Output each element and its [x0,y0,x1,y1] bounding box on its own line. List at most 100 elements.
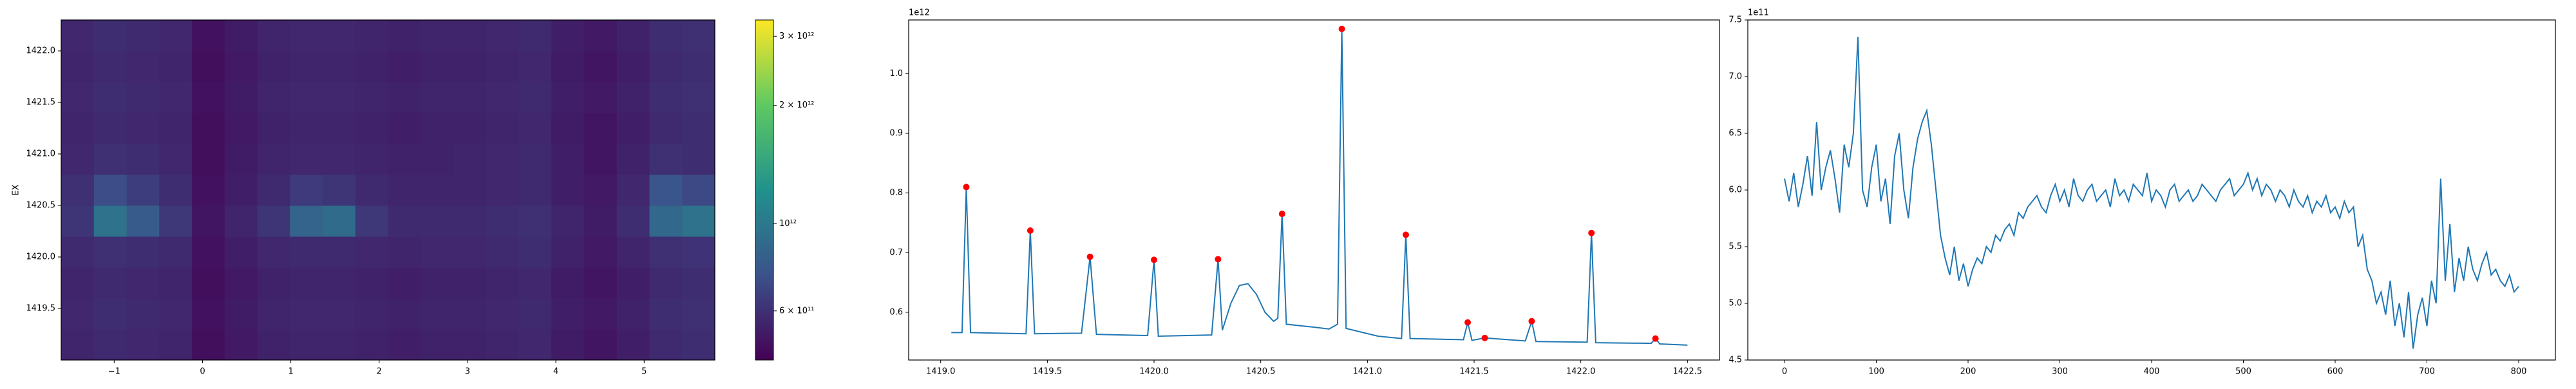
heatmap-cell [126,329,160,361]
heatmap-cell [93,205,127,237]
heatmap-cell [93,329,127,361]
heatmap-cell [355,82,388,113]
x-tick-label: 1422.0 [1566,367,1596,377]
heatmap-cell [682,298,715,330]
heatmap-cell [682,329,715,361]
x-tick-label: 1421.5 [1459,367,1489,377]
offset-text: 1e11 [1748,8,1769,18]
x-tick-label: −1 [108,367,120,377]
heatmap-cell [224,51,258,82]
heatmap-cell [61,329,95,361]
heatmap-cell [616,175,650,206]
heatmap-cell [421,20,454,52]
heatmap-cell [388,20,421,52]
heatmap-cell [126,20,160,52]
heatmap-cell [518,329,552,361]
heatmap-cell [616,51,650,82]
y-tick-label: 5.5 [1728,242,1742,252]
x-tick-label: 1419.0 [926,367,956,377]
y-tick-label: 7.5 [1728,15,1742,25]
heatmap-cell [192,205,225,237]
y-tick-label: 1420.0 [26,252,56,262]
heatmap-cell [257,82,290,113]
heatmap-cell [224,329,258,361]
heatmap-cell [93,113,127,144]
x-tick-label: 400 [2144,367,2160,377]
heatmap-cell [388,175,421,206]
heatmap-cell [224,205,258,237]
heatmap-cell [486,329,519,361]
y-tick-label: 7.0 [1728,72,1742,82]
heatmap-cell [224,82,258,113]
heatmap-cell [518,236,552,268]
heatmap-cell [649,144,683,175]
y-tick-label: 1421.0 [26,149,56,159]
heatmap-cell [323,82,356,113]
heatmap-cell [616,298,650,330]
x-tick-label: 3 [465,367,470,377]
heatmap-cell [290,236,323,268]
y-tick-label: 6.5 [1728,129,1742,138]
heatmap-cell [192,113,225,144]
heatmap-cell [453,113,487,144]
heatmap-cell [224,267,258,299]
heatmap-cell [421,144,454,175]
x-tick-label: 800 [2511,367,2527,377]
heatmap-cell [388,236,421,268]
heatmap-cell [584,20,618,52]
offset-text: 1e12 [909,8,930,18]
heatmap-cell [584,144,618,175]
y-tick-label: 0.6 [889,307,903,317]
heatmap-cell [126,175,160,206]
heatmap-cell [159,20,193,52]
peak-marker [1481,334,1488,341]
heatmap-cell [290,205,323,237]
heatmap-cell [584,113,618,144]
heatmap-cell [649,298,683,330]
x-tick-label: 0 [200,367,205,377]
x-tick-label: 1422.5 [1673,367,1703,377]
peak-marker [1528,318,1535,325]
heatmap-cell [355,267,388,299]
heatmap-cell [551,267,585,299]
peak-marker [1588,229,1595,236]
x-tick-label: 700 [2419,367,2435,377]
heatmap-cell [616,144,650,175]
heatmap-cell [61,205,95,237]
heatmap-cell [355,205,388,237]
heatmap-cell [682,175,715,206]
heatmap-cell [421,205,454,237]
heatmap-cell [486,175,519,206]
heatmap-cell [486,20,519,52]
heatmap-cell [192,329,225,361]
heatmap-cell [649,205,683,237]
peak-marker [1402,231,1409,238]
heatmap-cell [355,329,388,361]
heatmap-cell [126,51,160,82]
heatmap-cell [126,236,160,268]
peak-marker [1086,253,1094,260]
heatmap-cell [682,51,715,82]
x-tick-label: 500 [2235,367,2251,377]
peak-marker [1652,335,1659,342]
heatmap-cell [355,175,388,206]
heatmap-cell [518,20,552,52]
heatmap-cell [126,205,160,237]
heatmap-cell [257,329,290,361]
heatmap-cell [159,205,193,237]
heatmap-cell [126,267,160,299]
heatmap-cell [388,113,421,144]
heatmap-cell [159,329,193,361]
heatmap-cell [682,113,715,144]
heatmap-cell [649,113,683,144]
heatmap-cell [257,236,290,268]
heatmap-cell [551,82,585,113]
heatmap-cell [518,144,552,175]
heatmap-cell [421,267,454,299]
heatmap-cell [421,175,454,206]
heatmap-cell [682,144,715,175]
heatmap-cell [486,51,519,82]
colorbar-tick-label: 3 × 10¹² [779,32,814,41]
heatmap-cell [616,20,650,52]
